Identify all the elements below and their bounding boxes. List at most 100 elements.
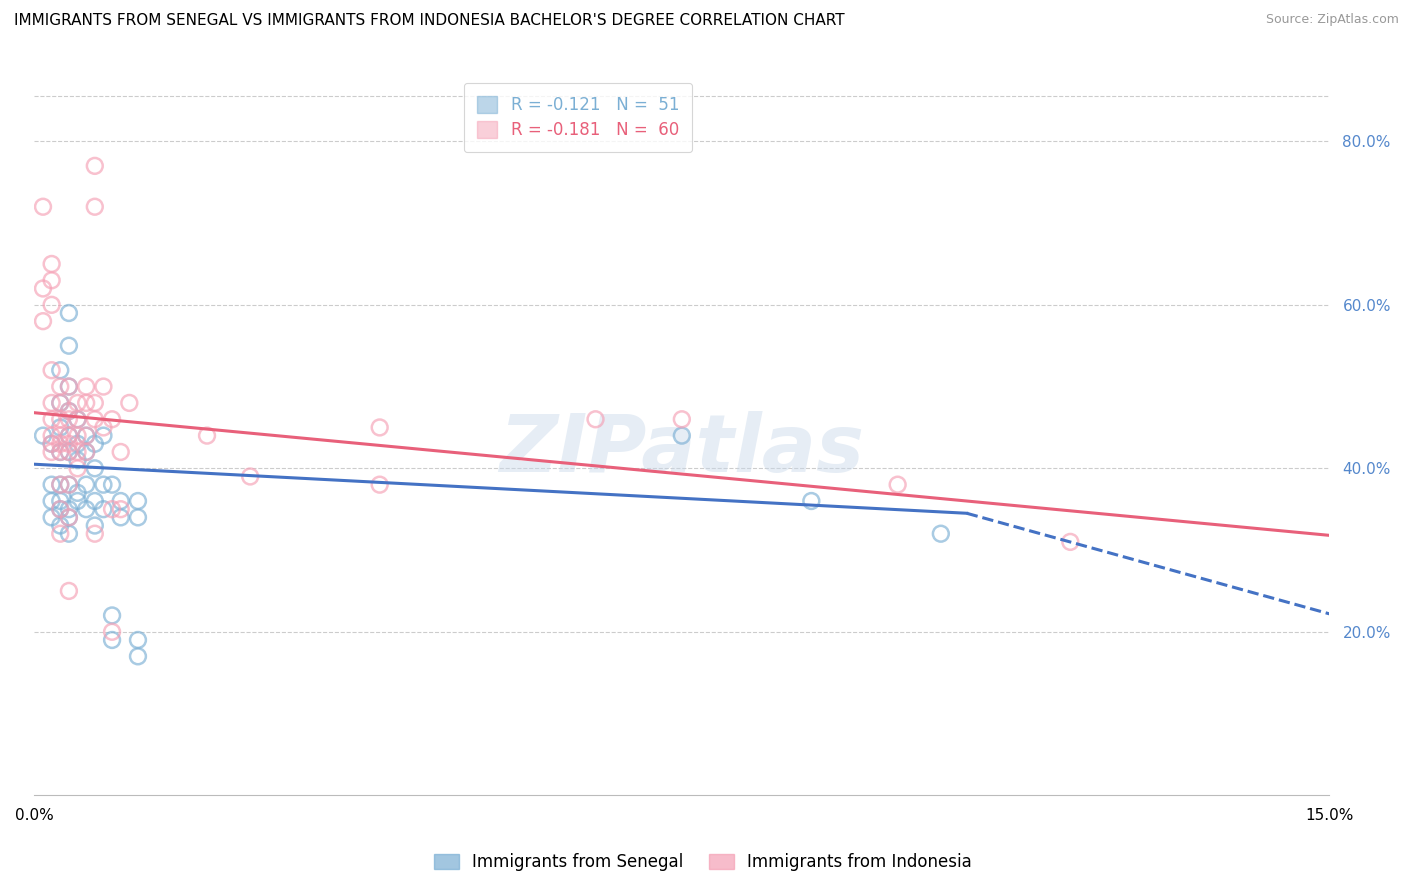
- Point: [101, 632, 124, 647]
- Point: [58, 526, 80, 541]
- Point: [41, 437, 63, 451]
- Point: [75, 445, 97, 459]
- Point: [239, 469, 262, 483]
- Point: [41, 257, 63, 271]
- Point: [49, 379, 72, 393]
- Point: [49, 396, 72, 410]
- Point: [195, 428, 218, 442]
- Point: [1059, 534, 1081, 549]
- Point: [101, 502, 124, 516]
- Point: [49, 445, 72, 459]
- Point: [93, 420, 115, 434]
- Point: [58, 404, 80, 418]
- Point: [58, 502, 80, 516]
- Point: [66, 494, 89, 508]
- Point: [127, 649, 149, 664]
- Point: [93, 379, 115, 393]
- Point: [66, 453, 89, 467]
- Point: [49, 428, 72, 442]
- Point: [49, 477, 72, 491]
- Point: [49, 494, 72, 508]
- Point: [671, 412, 693, 426]
- Point: [83, 437, 105, 451]
- Point: [66, 412, 89, 426]
- Point: [83, 412, 105, 426]
- Legend: Immigrants from Senegal, Immigrants from Indonesia: Immigrants from Senegal, Immigrants from…: [426, 845, 980, 880]
- Point: [41, 396, 63, 410]
- Point: [75, 379, 97, 393]
- Point: [58, 510, 80, 524]
- Point: [368, 477, 391, 491]
- Point: [58, 379, 80, 393]
- Point: [58, 510, 80, 524]
- Point: [58, 428, 80, 442]
- Point: [127, 510, 149, 524]
- Point: [93, 428, 115, 442]
- Point: [66, 445, 89, 459]
- Point: [101, 624, 124, 639]
- Point: [41, 445, 63, 459]
- Point: [58, 404, 80, 418]
- Point: [49, 526, 72, 541]
- Point: [110, 494, 132, 508]
- Point: [41, 298, 63, 312]
- Point: [110, 510, 132, 524]
- Legend: R = -0.121   N =  51, R = -0.181   N =  60: R = -0.121 N = 51, R = -0.181 N = 60: [464, 83, 693, 153]
- Text: ZIPatlas: ZIPatlas: [499, 410, 865, 489]
- Point: [32, 314, 55, 328]
- Point: [585, 412, 607, 426]
- Point: [49, 502, 72, 516]
- Point: [49, 412, 72, 426]
- Point: [49, 445, 72, 459]
- Point: [49, 396, 72, 410]
- Point: [93, 477, 115, 491]
- Point: [41, 428, 63, 442]
- Point: [41, 363, 63, 377]
- Point: [83, 526, 105, 541]
- Point: [75, 396, 97, 410]
- Point: [75, 445, 97, 459]
- Point: [368, 420, 391, 434]
- Point: [671, 428, 693, 442]
- Point: [83, 461, 105, 475]
- Point: [66, 428, 89, 442]
- Point: [75, 428, 97, 442]
- Point: [66, 396, 89, 410]
- Point: [886, 477, 908, 491]
- Point: [93, 502, 115, 516]
- Point: [83, 396, 105, 410]
- Point: [118, 396, 141, 410]
- Point: [75, 428, 97, 442]
- Point: [58, 477, 80, 491]
- Point: [83, 518, 105, 533]
- Point: [41, 412, 63, 426]
- Point: [32, 281, 55, 295]
- Text: Source: ZipAtlas.com: Source: ZipAtlas.com: [1265, 13, 1399, 27]
- Point: [66, 412, 89, 426]
- Point: [49, 502, 72, 516]
- Point: [58, 306, 80, 320]
- Point: [110, 445, 132, 459]
- Point: [58, 379, 80, 393]
- Point: [32, 428, 55, 442]
- Point: [58, 437, 80, 451]
- Point: [41, 494, 63, 508]
- Point: [58, 339, 80, 353]
- Point: [75, 502, 97, 516]
- Point: [41, 437, 63, 451]
- Point: [101, 412, 124, 426]
- Point: [127, 494, 149, 508]
- Point: [58, 477, 80, 491]
- Point: [41, 273, 63, 287]
- Point: [49, 437, 72, 451]
- Point: [66, 437, 89, 451]
- Point: [929, 526, 952, 541]
- Point: [58, 412, 80, 426]
- Point: [66, 461, 89, 475]
- Point: [83, 200, 105, 214]
- Point: [49, 518, 72, 533]
- Point: [41, 477, 63, 491]
- Point: [800, 494, 823, 508]
- Point: [58, 428, 80, 442]
- Point: [49, 477, 72, 491]
